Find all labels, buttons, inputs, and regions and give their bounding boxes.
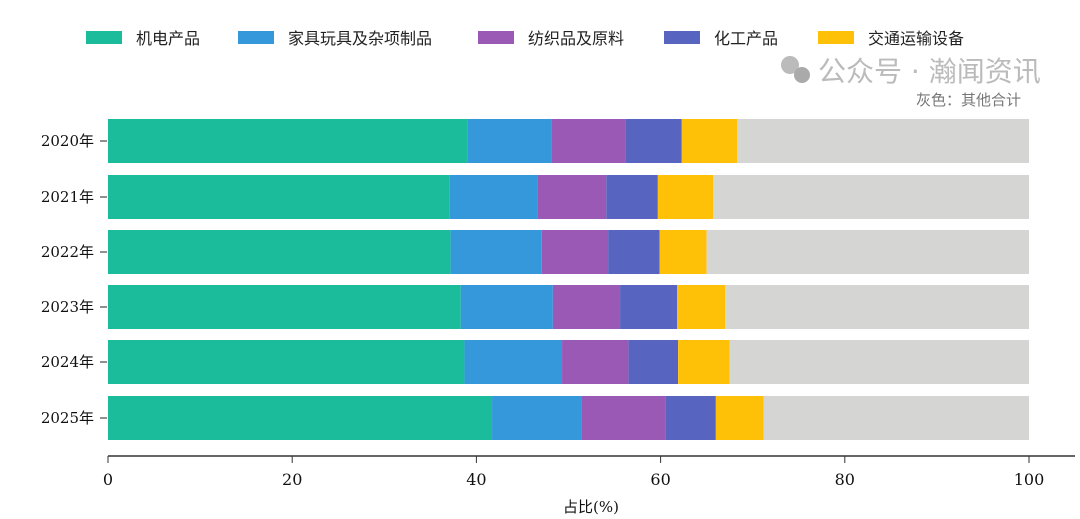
wechat-icon	[794, 67, 810, 83]
legend-label: 纺织品及原料	[528, 29, 624, 48]
bar-segment	[464, 340, 563, 384]
bar-segment	[562, 340, 629, 384]
legend-swatch	[818, 31, 854, 44]
x-tick-label: 20	[282, 470, 302, 489]
bar-segment	[677, 285, 726, 329]
bar-segment	[581, 396, 666, 440]
bar-segment	[551, 119, 626, 163]
bar-segment	[659, 230, 707, 274]
bar-segment	[725, 285, 1029, 329]
bar-segment	[537, 175, 607, 219]
bar-segment	[606, 175, 658, 219]
bar-segment	[460, 285, 553, 329]
bar-segment	[713, 175, 1029, 219]
bar-segment	[108, 119, 468, 163]
bar-segment	[492, 396, 582, 440]
bar-segment	[706, 230, 1029, 274]
bar-segment	[628, 340, 679, 384]
legend-label: 化工产品	[714, 29, 778, 48]
bar-segment	[108, 230, 451, 274]
bar-segment	[665, 396, 716, 440]
x-tick-label: 60	[650, 470, 670, 489]
x-tick-label: 100	[1014, 470, 1045, 489]
bar-segment	[541, 230, 609, 274]
y-tick-label: 2023年	[41, 298, 94, 316]
bar-segment	[108, 175, 450, 219]
legend-swatch	[478, 31, 514, 44]
bar-segment	[620, 285, 678, 329]
annotation: 灰色：其他合计	[916, 91, 1021, 109]
bar-segment	[681, 119, 738, 163]
y-tick-label: 2024年	[41, 353, 94, 371]
bar-segment	[108, 285, 461, 329]
bar-segment	[715, 396, 764, 440]
bar-segment	[657, 175, 714, 219]
x-tick-label: 0	[103, 470, 113, 489]
x-axis-label: 占比(%)	[563, 498, 619, 516]
bar-segment	[608, 230, 660, 274]
legend-swatch	[86, 31, 122, 44]
bar-segment	[450, 230, 542, 274]
watermark: 公众号 · 瀚闻资讯	[818, 55, 1041, 88]
bar-segment	[737, 119, 1029, 163]
x-tick-label: 40	[466, 470, 486, 489]
bar-segment	[678, 340, 730, 384]
legend-swatch	[664, 31, 700, 44]
y-tick-label: 2020年	[41, 132, 94, 150]
bar-segment	[552, 285, 621, 329]
x-tick-label: 80	[835, 470, 855, 489]
y-tick-label: 2022年	[41, 243, 94, 261]
bar-segment	[625, 119, 682, 163]
y-tick-label: 2025年	[41, 409, 94, 427]
bar-segment	[108, 340, 465, 384]
legend-label: 家具玩具及杂项制品	[288, 29, 432, 48]
y-tick-label: 2021年	[41, 188, 94, 206]
legend-label: 交通运输设备	[868, 29, 964, 48]
legend-swatch	[238, 31, 274, 44]
legend-label: 机电产品	[136, 29, 200, 48]
bar-segment	[449, 175, 538, 219]
bar-segment	[108, 396, 493, 440]
bar-segment	[729, 340, 1029, 384]
bar-segment	[763, 396, 1029, 440]
wechat-icon	[781, 56, 799, 74]
bar-segment	[467, 119, 552, 163]
